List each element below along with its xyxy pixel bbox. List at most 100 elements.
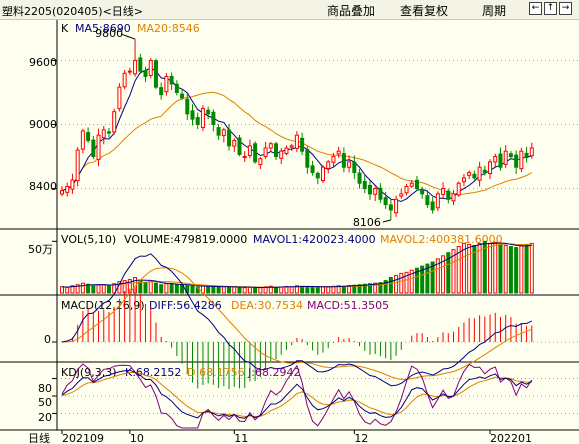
candle-body [75, 149, 80, 182]
volume-bar [164, 283, 169, 294]
volume-bar [247, 286, 252, 294]
candle-body [441, 188, 446, 195]
high-annotation-line [120, 33, 136, 40]
candle-body [242, 156, 247, 159]
candle-body [456, 182, 461, 196]
volume-bar [315, 286, 320, 294]
arrow-up-icon[interactable]: ↑ [544, 2, 557, 15]
candle-body [227, 129, 232, 147]
period-button[interactable]: 周期 [482, 4, 507, 18]
candle-body [305, 149, 310, 168]
arrow-right-icon[interactable]: → [559, 2, 572, 15]
x-tick-label: 11 [234, 432, 248, 444]
volume-bar [70, 285, 75, 294]
volume-bar [206, 285, 211, 294]
arrow-left-icon[interactable]: ← [529, 2, 542, 15]
diff-line [61, 253, 533, 387]
volume-bar [394, 274, 399, 294]
candle-body [159, 87, 164, 96]
volume-bar [321, 286, 325, 294]
candle-body [148, 59, 153, 76]
candle-body [289, 145, 294, 148]
candle-body [133, 59, 138, 75]
y-tick-8400: 8400 [29, 180, 57, 193]
view-adjusted-button[interactable]: 查看复权 [400, 4, 449, 18]
vol-y-tick: 50万 [28, 243, 53, 256]
volume-bar [174, 284, 179, 294]
volume-bar [221, 286, 226, 294]
candle-body [508, 153, 513, 158]
low-annotation-line [382, 219, 391, 223]
volume-bar [101, 284, 106, 294]
candle-body [336, 150, 341, 155]
volume-bar [451, 249, 456, 294]
main-panel-label: K [61, 22, 69, 35]
volume-bar [477, 242, 482, 294]
candle-body [174, 83, 179, 93]
candle-body [435, 193, 440, 209]
macd-y-tick: 0 [44, 333, 51, 346]
volume-bar [529, 242, 534, 294]
candle-body [472, 173, 477, 179]
volume-bar [258, 287, 263, 294]
volume-bar [488, 242, 493, 294]
volume-bar [341, 285, 346, 294]
kdj-j-value: J:68.2942 [247, 366, 300, 379]
candle-body [331, 156, 336, 163]
volume-bar [357, 284, 362, 294]
volume-bar [237, 286, 242, 294]
volume-bar [60, 286, 64, 294]
volume-bar [232, 286, 237, 294]
candle-body [451, 193, 456, 202]
candle-body [153, 60, 158, 88]
candle-body [357, 172, 362, 184]
volume-bar [180, 284, 185, 294]
candle-body [383, 197, 388, 206]
candle-body [232, 140, 237, 147]
kdj-panel-label: KDJ(9,3,3) [61, 366, 117, 379]
volume-bar [414, 267, 419, 294]
kdj-y-tick-80: 80 [38, 382, 52, 395]
kdj-k-value: K:68.2152 [125, 366, 181, 379]
volume-bar [159, 284, 164, 294]
candle-body [514, 154, 519, 168]
candle-body [373, 188, 378, 195]
candle-body [388, 204, 393, 211]
candle-body [477, 166, 482, 181]
volume-bar [352, 284, 357, 294]
volume-bar [153, 282, 158, 294]
volume-bar [86, 283, 91, 294]
candle-body [378, 187, 383, 200]
volume-bar [80, 282, 85, 294]
volume-bar [378, 282, 383, 294]
high-annotation: 9800 [95, 27, 123, 40]
kdj-d-value: D:68.1756 [187, 366, 245, 379]
candle-body [467, 172, 472, 176]
volume-bar [446, 252, 451, 294]
chart-title: 塑料2205(020405)<日线> [2, 5, 144, 18]
volume-bar [482, 240, 487, 294]
candle-body [101, 129, 106, 139]
volume-bar [91, 285, 96, 294]
kdj-k-line [61, 369, 533, 419]
macd-diff-value: DIFF:56.4286 [149, 299, 222, 312]
dea-line [61, 267, 532, 380]
volume-value: VOLUME:479819.0000 [124, 233, 247, 246]
candle-body [127, 70, 132, 73]
candle-body [498, 153, 503, 168]
volume-bar [388, 277, 393, 294]
candle-body [263, 147, 268, 158]
candle-body [200, 107, 205, 129]
candle-body [529, 147, 534, 157]
candle-body [430, 201, 435, 211]
overlay-commodity-button[interactable]: 商品叠加 [327, 4, 376, 18]
volume-bar [467, 243, 472, 294]
candle-body [190, 110, 195, 120]
candle-body [310, 165, 315, 174]
volume-bar [373, 282, 378, 294]
candle-body [268, 143, 273, 149]
volume-bar [268, 285, 273, 294]
volume-bar [326, 286, 331, 294]
candle-body [70, 179, 75, 190]
candle-body [315, 172, 320, 179]
